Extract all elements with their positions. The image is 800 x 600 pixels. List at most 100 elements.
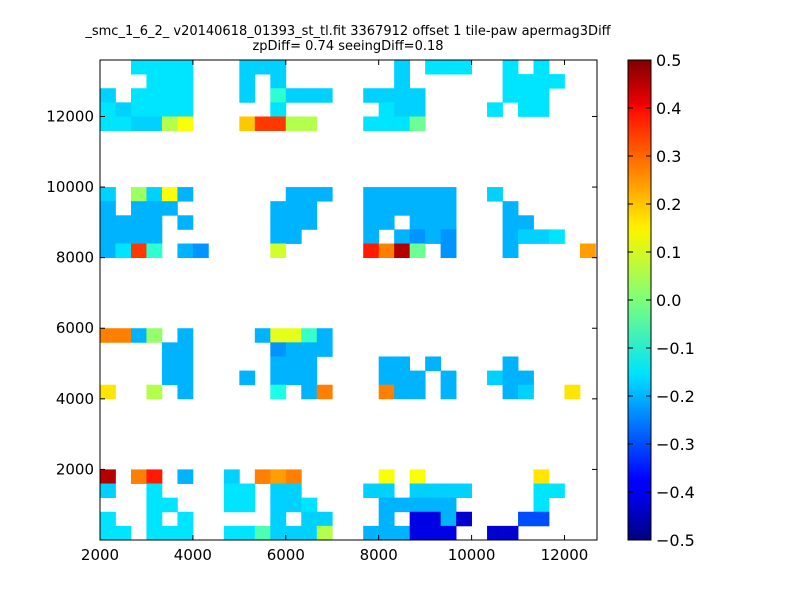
heatmap-cell [456, 60, 472, 75]
heatmap-cell [533, 88, 550, 103]
heatmap-cell [301, 342, 318, 357]
x-tick-label: 10000 [448, 546, 496, 564]
heatmap-cell [363, 201, 380, 216]
plot-frame [99, 59, 598, 541]
heatmap-cell [409, 384, 426, 400]
heatmap-cell [146, 116, 163, 131]
heatmap-cell [270, 497, 287, 513]
heatmap-cell [394, 60, 411, 75]
heatmap-cell [177, 116, 194, 131]
heatmap-cell [177, 328, 194, 343]
heatmap-cell [533, 60, 550, 75]
heatmap-cell [270, 201, 287, 216]
heatmap-cell [239, 74, 256, 89]
colorbar-tick-label: 0.2 [656, 195, 681, 214]
heatmap-cell [363, 243, 380, 259]
heatmap-cell [409, 187, 426, 202]
heatmap-cell [146, 384, 163, 400]
heatmap-cell [239, 88, 256, 103]
heatmap-cell [301, 328, 318, 343]
colorbar-tick-label: 0.3 [656, 147, 681, 166]
heatmap-cell [533, 74, 550, 89]
heatmap-cell [100, 201, 116, 216]
heatmap-cell [378, 384, 395, 400]
heatmap-cell [270, 328, 287, 343]
heatmap-cell [394, 525, 411, 541]
heatmap-cell [161, 201, 178, 216]
heatmap-cell [146, 497, 163, 513]
heatmap-cell [456, 511, 472, 527]
heatmap-cell [285, 215, 302, 230]
heatmap-cell [316, 384, 333, 400]
heatmap-cell [285, 342, 302, 357]
heatmap-cell [518, 102, 534, 117]
heatmap-cell [177, 187, 194, 202]
heatmap-cell [270, 102, 287, 117]
colorbar-tick-label: −0.5 [656, 531, 695, 550]
heatmap-cell [115, 525, 132, 541]
heatmap-cell [378, 511, 395, 527]
heatmap-cell [518, 511, 534, 527]
heatmap-cell [270, 511, 287, 527]
heatmap-cell [161, 60, 178, 75]
heatmap-cell [161, 525, 178, 541]
colorbar-tick-label: −0.4 [656, 483, 695, 502]
heatmap-cell [130, 328, 147, 343]
heatmap-cell [316, 342, 333, 357]
heatmap-cell [533, 483, 550, 499]
heatmap-cell [394, 116, 411, 131]
heatmap-cell [409, 116, 426, 131]
heatmap-cell [130, 187, 147, 202]
colorbar-tick-label: 0.0 [656, 291, 681, 310]
heatmap-cell [100, 116, 116, 131]
heatmap-cell [161, 342, 178, 357]
x-tick-label: 12000 [541, 546, 589, 564]
heatmap-cell [146, 60, 163, 75]
heatmap-cell [533, 469, 550, 484]
heatmap-cell [425, 187, 442, 202]
heatmap-cell [146, 525, 163, 541]
heatmap-cell [130, 469, 147, 484]
heatmap-cell [254, 328, 271, 343]
heatmap-cell [363, 483, 380, 499]
heatmap-cell [100, 88, 116, 103]
heatmap-cell [301, 116, 318, 131]
heatmap-cell [301, 511, 318, 527]
heatmap-cell [270, 229, 287, 244]
heatmap-cell [239, 525, 256, 541]
heatmap-cell [177, 511, 194, 527]
heatmap-cell [130, 243, 147, 259]
heatmap-cell [100, 187, 116, 202]
y-tick-label: 4000 [56, 390, 94, 408]
heatmap-cell [487, 370, 503, 386]
heatmap-cell [254, 525, 271, 541]
heatmap-cell [115, 243, 132, 259]
colorbar-axis: 0.5 0.4 0.3 0.2 0.1 0.0 −0.1 −0.2 −0.3 −0.4 −0.5 [628, 51, 695, 550]
heatmap-cell [363, 229, 380, 244]
heatmap-cell [301, 370, 318, 386]
heatmap-cell [394, 243, 411, 259]
heatmap-cell [146, 102, 163, 117]
heatmap-cell [285, 497, 302, 513]
heatmap-cell [301, 187, 318, 202]
heatmap-cell [115, 102, 132, 117]
x-tick-label: 4000 [174, 546, 212, 564]
heatmap-cell [239, 483, 256, 499]
heatmap-cell [378, 356, 395, 371]
heatmap-cell [146, 88, 163, 103]
heatmap-cell [130, 60, 147, 75]
heatmap-cell [100, 243, 116, 259]
x-axis: 2000 4000 6000 8000 10000 12000 [81, 60, 588, 564]
heatmap-cell [177, 342, 194, 357]
heatmap-cell [285, 525, 302, 541]
colorbar-tick-label: 0.5 [656, 51, 681, 70]
heatmap-cell [378, 497, 395, 513]
heatmap-cell [378, 483, 395, 499]
y-tick-label: 8000 [56, 249, 94, 267]
heatmap-cell [254, 469, 271, 484]
heatmap-cell [363, 215, 380, 230]
heatmap-cell [115, 229, 132, 244]
heatmap-cell [115, 116, 132, 131]
heatmap-cell [100, 483, 116, 499]
